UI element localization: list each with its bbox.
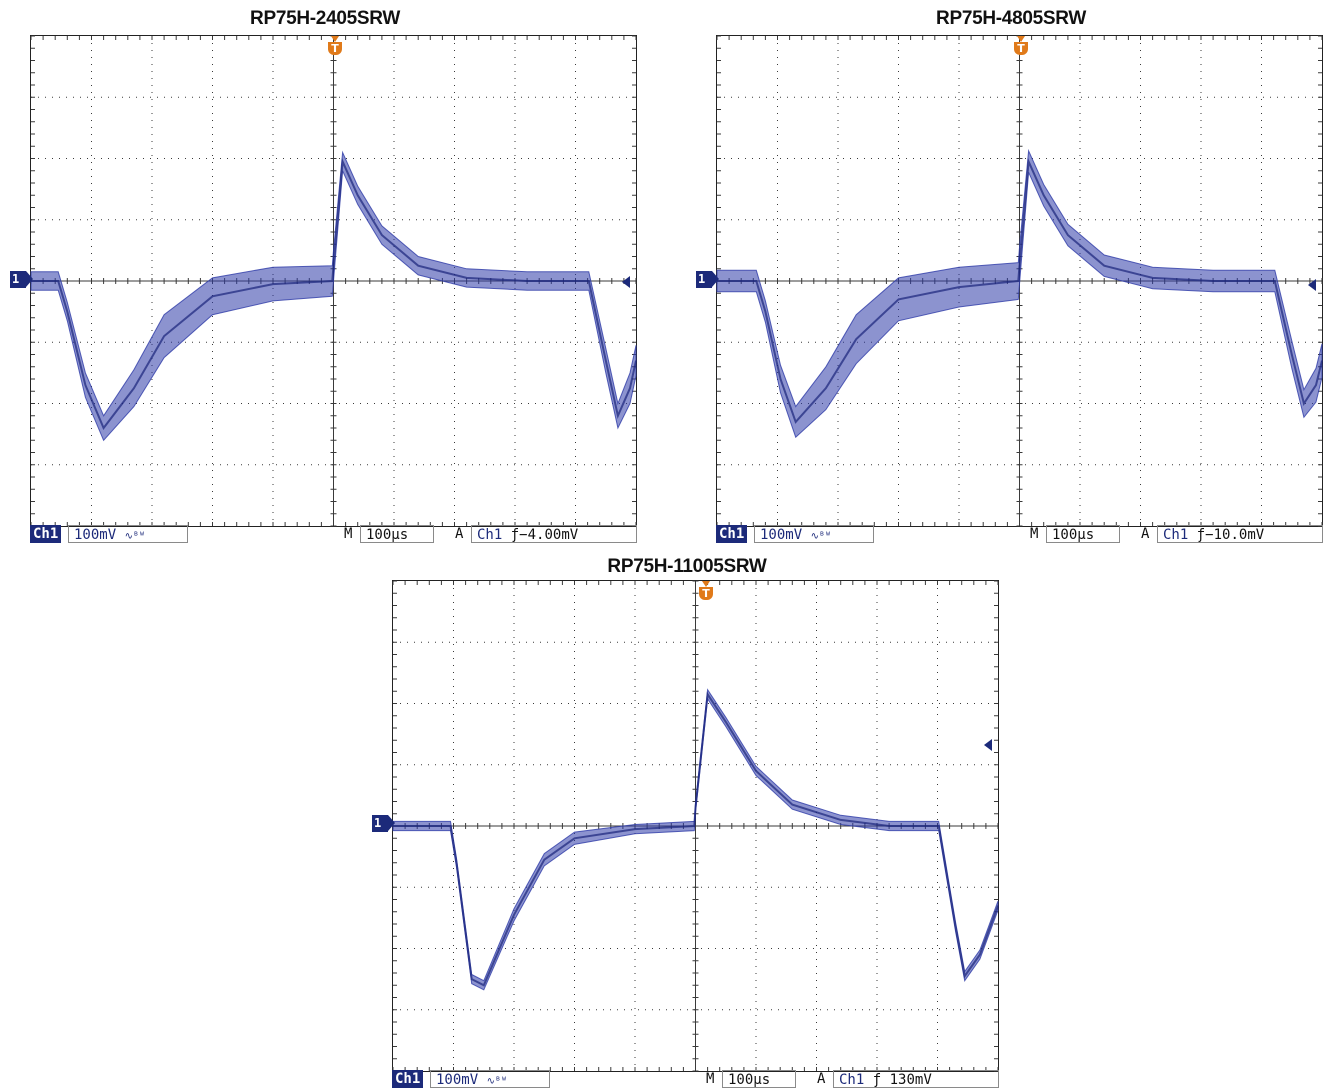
- trigger-channel: Ch1: [477, 527, 503, 543]
- trigger-level-arrow: [984, 739, 992, 751]
- channel-1-ground-marker: 1: [372, 815, 395, 832]
- trigger-level: −4.00mV: [519, 527, 579, 543]
- acquisition-label: A: [455, 526, 464, 542]
- rising-edge-icon: ƒ: [510, 527, 520, 543]
- channel-badge: Ch1: [30, 525, 62, 543]
- acquisition-label: A: [817, 1071, 826, 1087]
- waveform-trace: [717, 157, 1323, 424]
- waveform-envelope: [716, 148, 1323, 439]
- acquisition-label: A: [1141, 526, 1150, 542]
- time-per-div: 100µs: [722, 1070, 796, 1088]
- time-per-div: 100µs: [360, 525, 434, 543]
- trigger-level-arrow: [622, 276, 630, 288]
- trigger-level: 130mV: [889, 1072, 932, 1088]
- channel-badge: Ch1: [392, 1070, 424, 1088]
- volts-per-div: 100mV ∿ᴮᵂ: [430, 1070, 550, 1088]
- scope-screen: [30, 35, 637, 527]
- channel-badge: Ch1: [716, 525, 748, 543]
- scope-title: RP75H-4805SRW: [936, 8, 1086, 29]
- scope-title: RP75H-11005SRW: [607, 556, 767, 577]
- scope-plot: [716, 35, 1323, 527]
- scope-plot: [392, 580, 999, 1072]
- trigger-channel: Ch1: [1163, 527, 1189, 543]
- rising-edge-icon: ƒ: [1196, 527, 1206, 543]
- bandwidth-limit-icon: ∿ᴮᵂ: [124, 531, 146, 542]
- waveform-trace: [393, 691, 999, 987]
- trigger-position-marker: T: [699, 581, 713, 600]
- waveform-envelope: [30, 150, 637, 442]
- waveform-envelope: [392, 688, 999, 991]
- scope-screen: [716, 35, 1323, 527]
- trigger-position-marker: T: [328, 36, 342, 55]
- bandwidth-limit-icon: ∿ᴮᵂ: [486, 1076, 508, 1087]
- volts-label: 100mV: [436, 1072, 479, 1088]
- scope-screen: [392, 580, 999, 1072]
- volts-per-div: 100mV ∿ᴮᵂ: [68, 525, 188, 543]
- trigger-readout: Ch1 ƒ−4.00mV: [471, 525, 637, 543]
- trigger-readout: Ch1 ƒ−10.0mV: [1157, 525, 1323, 543]
- trigger-level: −10.0mV: [1205, 527, 1265, 543]
- time-per-div: 100µs: [1046, 525, 1120, 543]
- channel-1-ground-marker: 1: [696, 271, 719, 288]
- scope-panel-1: RP75H-2405SRW 1 T Ch1 100mV ∿ᴮᵂ M 100µs …: [10, 6, 640, 551]
- scope-status-bar: Ch1 100mV ∿ᴮᵂ M 100µs A Ch1 ƒ 130mV: [392, 1070, 999, 1088]
- trigger-position-marker: T: [1014, 36, 1028, 55]
- scope-title: RP75H-2405SRW: [250, 8, 400, 29]
- trigger-readout: Ch1 ƒ 130mV: [833, 1070, 999, 1088]
- bandwidth-limit-icon: ∿ᴮᵂ: [810, 531, 832, 542]
- scope-panel-2: RP75H-4805SRW 1 T Ch1 100mV ∿ᴮᵂ M 100µs …: [696, 6, 1326, 551]
- volts-per-div: 100mV ∿ᴮᵂ: [754, 525, 874, 543]
- waveform-trace: [31, 157, 637, 430]
- trigger-level-arrow: [1308, 279, 1316, 291]
- volts-label: 100mV: [760, 527, 803, 543]
- channel-1-ground-marker: 1: [10, 271, 33, 288]
- rising-edge-icon: ƒ: [872, 1072, 882, 1088]
- main-timebase-label: M: [706, 1071, 715, 1087]
- trigger-channel: Ch1: [839, 1072, 865, 1088]
- volts-label: 100mV: [74, 527, 117, 543]
- main-timebase-label: M: [344, 526, 353, 542]
- scope-status-bar: Ch1 100mV ∿ᴮᵂ M 100µs A Ch1 ƒ−4.00mV: [30, 525, 637, 543]
- scope-panel-3: RP75H-11005SRW 1 T Ch1 100mV ∿ᴮᵂ M 100µs…: [372, 556, 1002, 1088]
- scope-status-bar: Ch1 100mV ∿ᴮᵂ M 100µs A Ch1 ƒ−10.0mV: [716, 525, 1323, 543]
- scope-plot: [30, 35, 637, 527]
- main-timebase-label: M: [1030, 526, 1039, 542]
